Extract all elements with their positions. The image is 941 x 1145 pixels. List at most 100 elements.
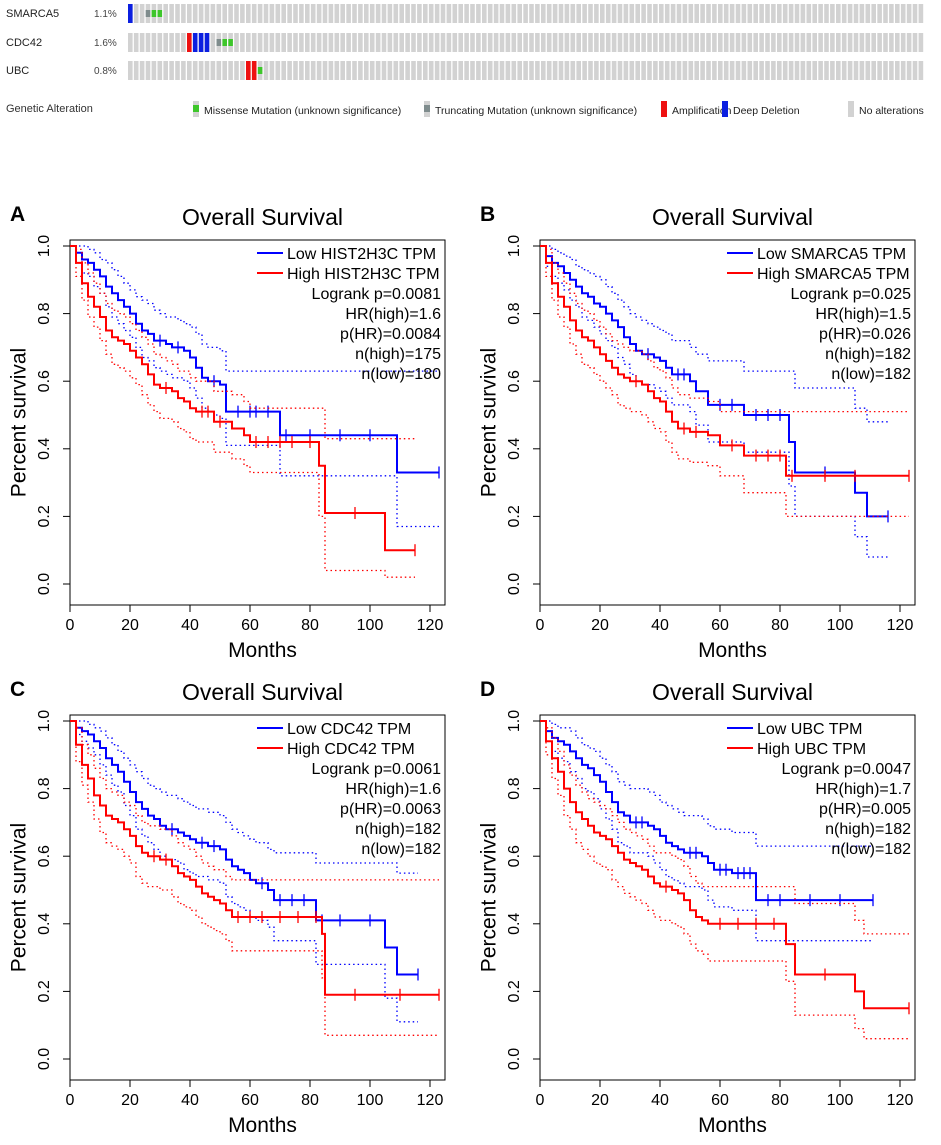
sample-cell: [853, 4, 859, 23]
missense-mark: [151, 10, 157, 17]
sample-cell: [794, 61, 800, 80]
panel-a: A Overall Survival 0 20 40 60 80 100 120 0.0 0.2 0.…: [0, 195, 470, 665]
sample-cell: [841, 4, 847, 23]
x-tick-label: 100: [827, 617, 854, 634]
sample-cell: [299, 4, 304, 23]
stat-text: n(low)=182: [831, 841, 911, 858]
sample-cell: [676, 33, 682, 52]
sample-cell: [210, 61, 216, 80]
panel-d: D Overall Survival 0 20 40 60 80 100 120 0.0 0.2 0.…: [470, 670, 940, 1140]
sample-cell: [558, 4, 564, 23]
sample-cell: [541, 33, 546, 52]
y-tick-label: 0.4: [36, 438, 53, 460]
sample-cell: [771, 61, 776, 80]
series-high: [70, 245, 416, 578]
sample-cell: [464, 4, 469, 23]
legend-entry: High HIST2H3C TPM: [287, 266, 440, 283]
sample-cell: [889, 33, 894, 52]
sample-cell: [723, 61, 729, 80]
sample-cell: [600, 33, 605, 52]
stat-text: Logrank p=0.0061: [312, 761, 442, 778]
sample-cell: [753, 4, 758, 23]
sample-cell: [712, 61, 717, 80]
sample-cell: [417, 4, 422, 23]
sample-cell: [458, 4, 463, 23]
sample-cell: [128, 33, 133, 52]
x-tick-label: 20: [121, 617, 139, 634]
x-tick-label: 100: [827, 1092, 854, 1109]
sample-cell: [670, 61, 676, 80]
oncoprint: SMARCA5 1.1% CDC42 1.6% UBC 0.8% Genetic Alte…: [6, 4, 924, 117]
x-tick-label: 120: [887, 1092, 914, 1109]
sample-cell: [576, 61, 581, 80]
sample-cell: [499, 61, 505, 80]
legend-swatch-mark: [722, 101, 728, 117]
sample-cell: [629, 33, 635, 52]
stat-text: Logrank p=0.025: [790, 286, 911, 303]
sample-cell: [753, 61, 758, 80]
sample-cell: [192, 4, 198, 23]
ci-upper-line: [540, 720, 873, 847]
y-tick-label: 0.8: [36, 302, 53, 324]
legend-label: Amplification: [672, 105, 732, 117]
legend-entry: High CDC42 TPM: [287, 741, 415, 758]
stat-text: n(low)=182: [831, 366, 911, 383]
sample-cell: [906, 4, 912, 23]
sample-cell: [777, 33, 782, 52]
survival-line: [70, 720, 418, 976]
sample-cell: [912, 4, 918, 23]
sample-cell: [369, 61, 375, 80]
legend-label: Missense Mutation (unknown significance): [204, 105, 401, 117]
sample-cell: [564, 33, 570, 52]
sample-cell: [204, 4, 210, 23]
sample-cell: [541, 4, 546, 23]
sample-cell: [570, 4, 576, 23]
sample-cell: [912, 61, 918, 80]
sample-cell: [889, 4, 894, 23]
sample-cell: [287, 61, 292, 80]
survival-line: [70, 720, 439, 996]
sample-cell: [192, 61, 198, 80]
sample-cell: [523, 61, 528, 80]
stat-text: p(HR)=0.005: [819, 801, 911, 818]
survival-chart: C Overall Survival 0 20 40 60 80 100 120 0.0 0.2 0.…: [8, 678, 446, 1137]
sample-cell: [423, 33, 428, 52]
sample-cell: [647, 33, 652, 52]
sample-cell: [859, 33, 865, 52]
y-tick-label: 1.0: [36, 710, 53, 732]
y-tick-label: 1.0: [36, 235, 53, 257]
survival-line: [540, 720, 873, 902]
sample-cell: [895, 61, 900, 80]
sample-cell: [841, 61, 847, 80]
x-tick-label: 0: [66, 1092, 75, 1109]
sample-cell: [706, 4, 711, 23]
sample-cell: [405, 61, 410, 80]
sample-cell: [375, 4, 381, 23]
x-tick-label: 20: [591, 617, 609, 634]
sample-cell: [446, 61, 452, 80]
sample-cell: [393, 4, 399, 23]
sample-cell: [670, 4, 676, 23]
sample-cell: [800, 61, 806, 80]
x-tick-label: 120: [417, 617, 444, 634]
series-high: [70, 720, 440, 1036]
sample-cell: [464, 61, 469, 80]
sample-cell: [611, 4, 617, 23]
sample-cell: [411, 4, 416, 23]
ci-upper-line: [70, 720, 439, 881]
sample-cell: [440, 61, 446, 80]
x-tick-label: 60: [241, 617, 259, 634]
sample-cell: [830, 33, 835, 52]
sample-cell: [546, 61, 552, 80]
sample-cell: [895, 33, 900, 52]
sample-cell: [718, 4, 723, 23]
sample-cell: [275, 4, 281, 23]
sample-cell: [169, 33, 174, 52]
sample-cell: [340, 33, 345, 52]
sample-cell: [133, 33, 139, 52]
sample-cell: [358, 61, 363, 80]
stat-text: HR(high)=1.6: [345, 781, 441, 798]
sample-cell: [582, 61, 587, 80]
sample-cell: [841, 33, 847, 52]
y-tick-label: 0.2: [506, 980, 523, 1002]
